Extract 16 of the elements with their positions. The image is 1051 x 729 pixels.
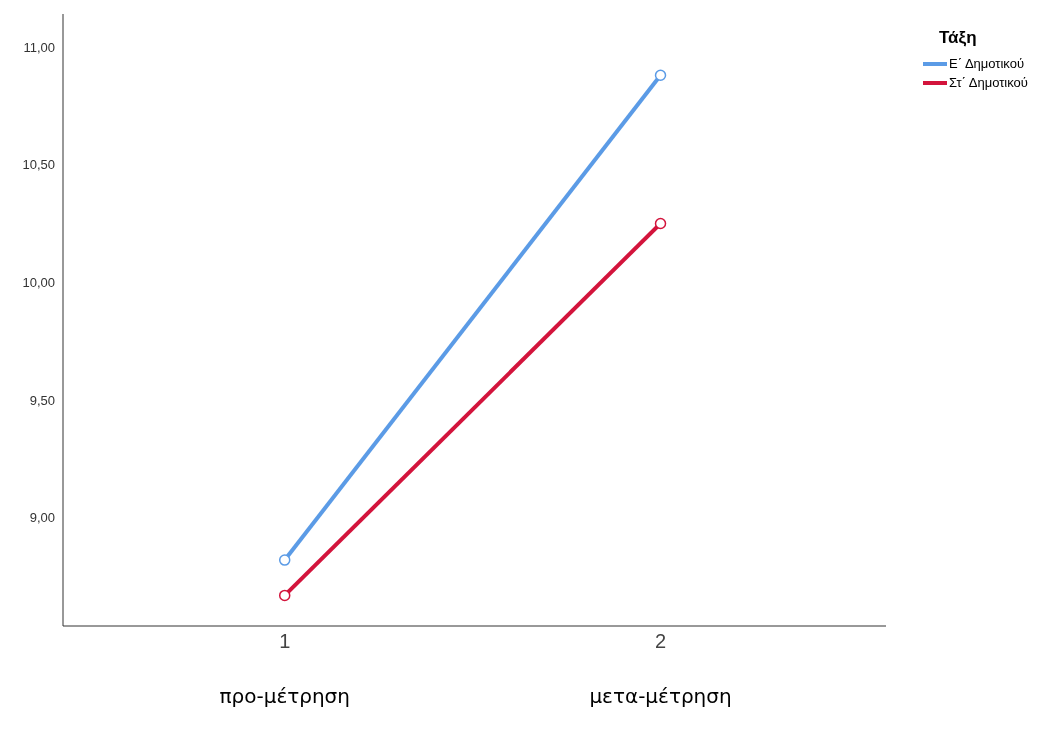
text: μετα-μέτρηση <box>588 684 733 708</box>
legend-label: Ε΄ Δημοτικού <box>949 56 1025 71</box>
y-tick-label: 11,00 <box>23 39 55 55</box>
legend-label: Στ΄ Δημοτικού <box>949 75 1028 90</box>
x-tick-label: 2 <box>654 630 667 653</box>
x-tick-label: 1 <box>279 630 291 653</box>
y-tick-label: 10,00 <box>22 274 55 290</box>
y-tick-label: 9,50 <box>29 392 55 408</box>
y-tick-label: 9,00 <box>29 510 55 526</box>
text: προ-μέτρηση <box>218 684 351 708</box>
point <box>278 554 291 566</box>
legend-title: Τάξη <box>939 28 978 48</box>
point <box>278 589 291 602</box>
y-tick-label: 10,50 <box>22 157 55 173</box>
point <box>654 217 667 230</box>
point <box>654 69 667 81</box>
